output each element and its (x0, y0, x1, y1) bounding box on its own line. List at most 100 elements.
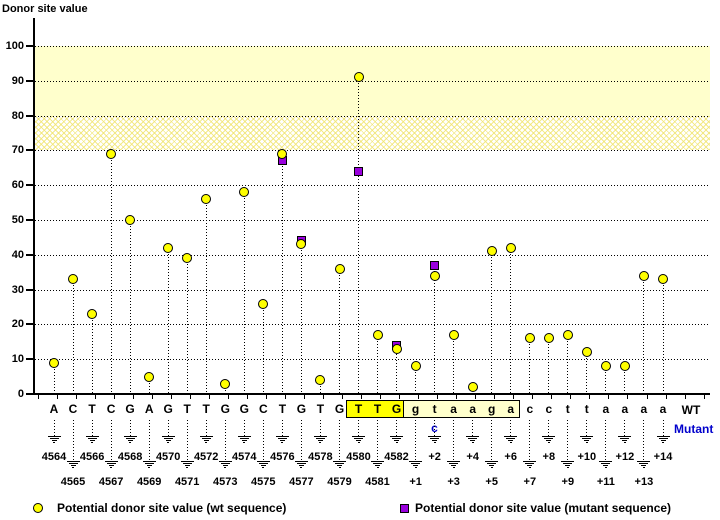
arrow-bar (582, 438, 592, 439)
position-label: +10 (577, 451, 597, 463)
arrow-bar (68, 463, 78, 464)
data-point-stem (300, 240, 302, 393)
y-axis-tick (26, 288, 33, 291)
arrow-bar (146, 465, 152, 466)
arrow-bar (72, 467, 74, 468)
wt-point (543, 333, 554, 344)
sequence-drop-line (643, 420, 645, 461)
arrow-down-icon (161, 436, 175, 444)
sequence-drop-line (186, 420, 188, 461)
data-point-stem (529, 338, 531, 393)
y-axis-tick (26, 45, 33, 47)
y-tick-label: 0 (17, 388, 24, 400)
data-point-stem (643, 275, 645, 393)
arrow-bar (87, 438, 97, 439)
arrow-down-icon (218, 461, 232, 469)
arrow-bar (165, 440, 171, 441)
wt-point (68, 274, 78, 285)
sequence-drop-line (586, 420, 588, 436)
data-point-stem (453, 334, 455, 393)
sequence-drop-line (662, 420, 664, 436)
arrow-bar (392, 438, 401, 439)
data-point-stem (567, 334, 569, 393)
wt-legend-label: Potential donor site value (wt sequence) (57, 501, 287, 515)
arrow-bar (258, 463, 268, 464)
mutant-row-label: Mutant (674, 422, 714, 436)
x-axis-tick (475, 395, 477, 399)
arrow-bar (523, 461, 537, 462)
data-point-stem (548, 338, 550, 393)
arrow-bar (470, 440, 476, 441)
arrow-bar (487, 463, 497, 464)
arrow-bar (641, 465, 647, 466)
arrow-bar (639, 463, 649, 464)
arrow-bar (91, 442, 94, 443)
band-hatch (35, 115, 710, 151)
arrow-bar (333, 461, 346, 462)
x-axis-tick (418, 395, 420, 399)
arrow-down-icon (333, 461, 346, 469)
data-point-stem (110, 153, 112, 393)
sequence-drop-line (262, 420, 264, 461)
arrow-bar (527, 465, 533, 466)
data-point-stem (434, 265, 436, 393)
arrow-bar (599, 461, 613, 462)
sequence-drop-line (548, 420, 550, 436)
sequence-drop-line (434, 420, 436, 436)
data-point-stem (91, 314, 93, 393)
position-label: 4575 (251, 476, 276, 488)
arrow-bar (637, 461, 651, 462)
y-tick-label: 100 (5, 40, 24, 52)
sequence-letter: a (507, 402, 515, 416)
arrow-bar (66, 461, 80, 462)
arrow-bar (620, 438, 630, 439)
arrow-bar (375, 465, 380, 466)
wt-point (410, 361, 421, 372)
gridline (35, 150, 710, 152)
data-point-stem (186, 258, 188, 393)
data-point-stem (491, 251, 493, 393)
gridline (35, 324, 710, 326)
arrow-down-icon (618, 436, 632, 444)
wt-point (87, 309, 98, 319)
sequence-letter: c (545, 402, 553, 416)
sequence-letter: T (316, 402, 325, 416)
sequence-highlight-box (403, 400, 521, 418)
position-label: 4577 (289, 476, 314, 488)
arrow-down-icon (180, 461, 194, 469)
arrow-bar (642, 467, 645, 468)
x-axis-tick (437, 395, 439, 399)
arrow-down-icon (390, 436, 403, 444)
arrow-bar (51, 440, 57, 441)
arrow-bar (623, 442, 626, 443)
arrow-bar (563, 463, 573, 464)
arrow-bar (125, 438, 135, 439)
sequence-drop-line (472, 420, 474, 436)
arrow-bar (452, 467, 455, 468)
arrow-bar (447, 461, 461, 462)
sequence-drop-line (148, 420, 150, 461)
arrow-bar (218, 461, 232, 462)
sequence-drop-line (567, 420, 569, 461)
arrow-bar (220, 463, 230, 464)
sequence-letter: G (239, 402, 249, 416)
arrow-down-icon (256, 461, 270, 469)
arrow-bar (239, 438, 249, 439)
data-point-stem (167, 247, 169, 393)
arrow-down-icon (47, 436, 61, 444)
x-axis-tick (608, 395, 610, 399)
arrow-bar (356, 440, 361, 441)
x-axis-tick (570, 395, 572, 399)
y-axis-line (33, 18, 35, 395)
arrow-bar (411, 463, 421, 464)
position-label: 4581 (365, 476, 390, 488)
arrow-bar (622, 440, 628, 441)
position-label: 4579 (327, 476, 352, 488)
arrow-bar (547, 442, 550, 443)
sequence-letter: c (526, 402, 534, 416)
y-tick-label: 20 (11, 318, 24, 331)
arrow-bar (544, 438, 554, 439)
sequence-letter: G (391, 402, 402, 416)
arrow-bar (466, 436, 480, 437)
y-axis-tick (26, 184, 33, 187)
